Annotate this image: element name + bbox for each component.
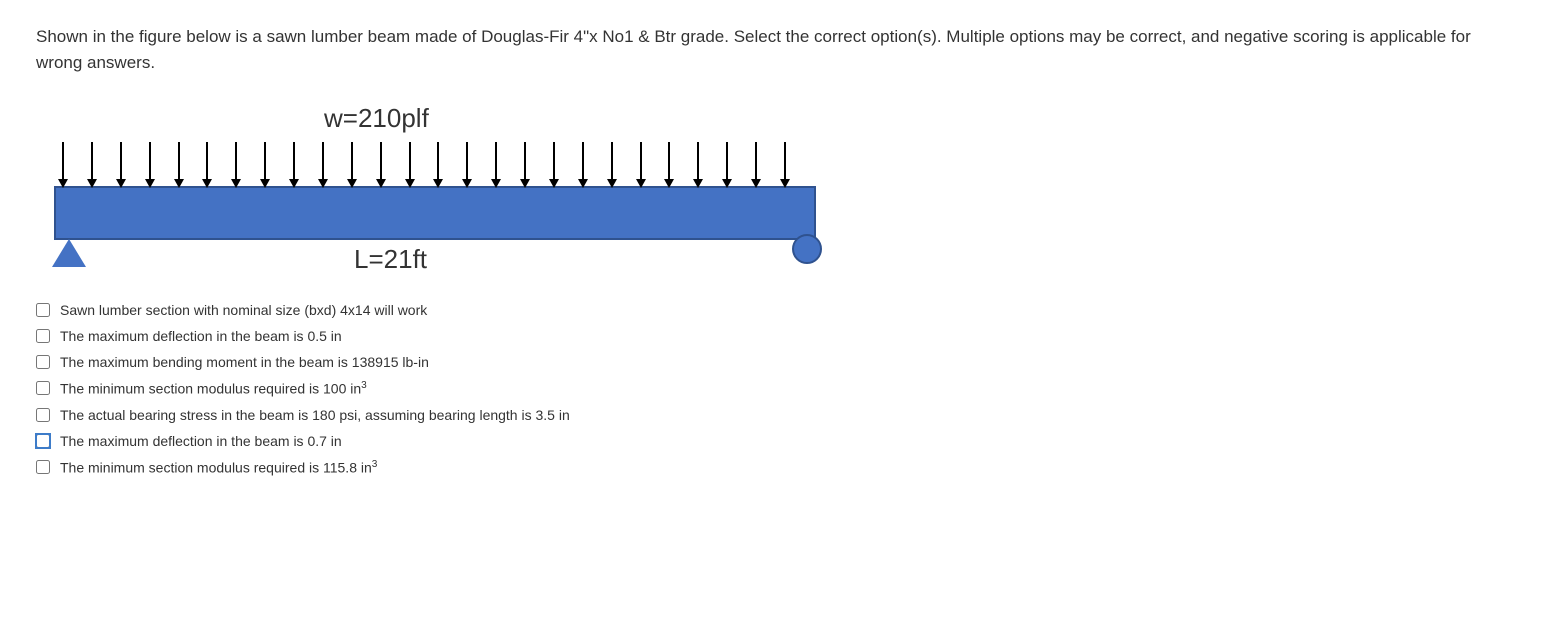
option-row[interactable]: Sawn lumber section with nominal size (b… bbox=[36, 297, 1517, 323]
option-row[interactable]: The actual bearing stress in the beam is… bbox=[36, 402, 1517, 428]
option-row[interactable]: The minimum section modulus required is … bbox=[36, 375, 1517, 402]
option-checkbox[interactable] bbox=[36, 408, 50, 422]
supports bbox=[54, 240, 816, 274]
load-arrow-icon bbox=[607, 142, 617, 188]
load-arrow-icon bbox=[520, 142, 530, 188]
option-row[interactable]: The minimum section modulus required is … bbox=[36, 454, 1517, 481]
option-row[interactable]: The maximum deflection in the beam is 0.… bbox=[36, 428, 1517, 454]
load-arrow-icon bbox=[491, 142, 501, 188]
question-text: Shown in the figure below is a sawn lumb… bbox=[36, 24, 1517, 75]
roller-support-icon bbox=[792, 234, 822, 264]
load-arrow-icon bbox=[693, 142, 703, 188]
option-label: Sawn lumber section with nominal size (b… bbox=[60, 302, 427, 318]
load-arrow-icon bbox=[58, 142, 68, 188]
load-arrow-icon bbox=[87, 142, 97, 188]
beam-rect bbox=[54, 186, 816, 240]
load-arrow-icon bbox=[664, 142, 674, 188]
load-arrow-icon bbox=[289, 142, 299, 188]
option-row[interactable]: The maximum bending moment in the beam i… bbox=[36, 349, 1517, 375]
load-arrow-icon bbox=[751, 142, 761, 188]
beam-figure: w=210plf L=21ft bbox=[54, 103, 1517, 275]
pin-support-icon bbox=[52, 239, 86, 267]
options-list: Sawn lumber section with nominal size (b… bbox=[36, 297, 1517, 480]
option-label: The actual bearing stress in the beam is… bbox=[60, 407, 570, 423]
option-label: The minimum section modulus required is … bbox=[60, 459, 377, 476]
option-checkbox[interactable] bbox=[36, 381, 50, 395]
load-arrow-icon bbox=[260, 142, 270, 188]
load-arrow-icon bbox=[549, 142, 559, 188]
load-arrow-icon bbox=[780, 142, 790, 188]
option-checkbox[interactable] bbox=[36, 460, 50, 474]
load-arrow-icon bbox=[636, 142, 646, 188]
load-arrow-icon bbox=[722, 142, 732, 188]
option-label: The maximum deflection in the beam is 0.… bbox=[60, 328, 342, 344]
load-arrow-icon bbox=[174, 142, 184, 188]
load-arrow-icon bbox=[318, 142, 328, 188]
option-row[interactable]: The maximum deflection in the beam is 0.… bbox=[36, 323, 1517, 349]
load-arrow-icon bbox=[462, 142, 472, 188]
option-checkbox[interactable] bbox=[36, 303, 50, 317]
load-arrow-icon bbox=[376, 142, 386, 188]
option-checkbox[interactable] bbox=[36, 434, 50, 448]
option-checkbox[interactable] bbox=[36, 355, 50, 369]
load-arrow-icon bbox=[116, 142, 126, 188]
load-arrow-icon bbox=[578, 142, 588, 188]
option-label: The maximum bending moment in the beam i… bbox=[60, 354, 429, 370]
load-arrow-icon bbox=[145, 142, 155, 188]
load-arrows bbox=[54, 142, 794, 188]
option-checkbox[interactable] bbox=[36, 329, 50, 343]
load-arrow-icon bbox=[433, 142, 443, 188]
option-label: The maximum deflection in the beam is 0.… bbox=[60, 433, 342, 449]
load-label: w=210plf bbox=[324, 103, 1517, 134]
load-arrow-icon bbox=[405, 142, 415, 188]
load-arrow-icon bbox=[231, 142, 241, 188]
load-arrow-icon bbox=[347, 142, 357, 188]
option-label: The minimum section modulus required is … bbox=[60, 380, 367, 397]
load-arrow-icon bbox=[202, 142, 212, 188]
